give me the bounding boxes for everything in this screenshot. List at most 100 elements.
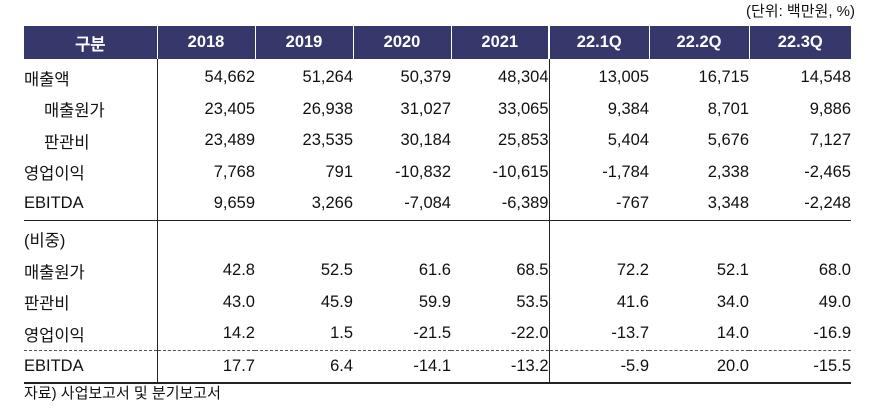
- table-cell: 41.6: [616, 292, 649, 311]
- row-label: (비중): [24, 220, 158, 255]
- table-cell: 23,405: [204, 99, 255, 118]
- table-cell: 7,127: [809, 131, 851, 150]
- row-label: 영업이익: [24, 318, 158, 351]
- table-cell: 52.1: [716, 261, 749, 280]
- table-cell: [749, 220, 851, 255]
- table-row: 영업이익 7,768 791 -10,832 -10,615 -1,784 2,…: [24, 156, 851, 188]
- table-cell: -767: [549, 188, 649, 221]
- table-cell: 53.5: [451, 286, 550, 318]
- header-year: 2020: [353, 26, 452, 59]
- table-cell: [353, 220, 451, 255]
- header-row: 구분 2018 2019 2020 2021 22.1Q 22.2Q 22.3Q: [24, 26, 851, 59]
- table-row: 판관비 23,489 23,535 30,184 25,853 5,404 5,…: [24, 125, 851, 157]
- table-cell: 7,768: [213, 162, 255, 181]
- table-cell: 16,715: [698, 68, 749, 87]
- table-row: 판관비 43.0 45.9 59.9 53.5 41.6 34.0 49.0: [24, 286, 851, 318]
- table-cell: 791: [325, 162, 353, 181]
- table-cell: -15.5: [749, 350, 851, 384]
- header-year: 2019: [255, 26, 354, 59]
- table-row: 매출원가 42.8 52.5 61.6 68.5 72.2 52.1 68.0: [24, 255, 851, 287]
- table-cell: 52.5: [320, 261, 353, 280]
- table-cell: 68.5: [451, 255, 550, 287]
- table-cell: 54,662: [204, 68, 255, 87]
- table-cell: 26,938: [302, 99, 353, 118]
- header-category: 구분: [24, 26, 158, 59]
- table-cell: 2,338: [707, 162, 749, 181]
- table-cell: -13.7: [549, 318, 649, 351]
- table-cell: 20.0: [649, 350, 749, 384]
- table-cell: 3,348: [649, 188, 749, 221]
- table-cell: 5,404: [607, 131, 649, 150]
- table-cell: -5.9: [549, 350, 649, 384]
- table-cell: -16.9: [749, 318, 851, 351]
- table-cell: 48,304: [451, 59, 550, 94]
- table-cell: [451, 220, 550, 255]
- table-row: EBITDA 9,659 3,266 -7,084 -6,389 -767 3,…: [24, 188, 851, 221]
- table-cell: 14.2: [157, 318, 255, 351]
- header-year: 2021: [451, 26, 550, 59]
- table-cell: -21.5: [353, 318, 451, 351]
- table-cell: 50,379: [400, 68, 451, 87]
- table-cell: 51,264: [302, 68, 353, 87]
- table-row: (비중): [24, 220, 851, 255]
- table-cell: 14.0: [649, 318, 749, 351]
- table-cell: 72.2: [616, 261, 649, 280]
- row-label: EBITDA: [24, 188, 158, 221]
- table-cell: -22.0: [451, 318, 550, 351]
- row-label: EBITDA: [24, 350, 158, 384]
- table-cell: 6.4: [255, 350, 353, 384]
- table-row: EBITDA 17.7 6.4 -14.1 -13.2 -5.9 20.0 -1…: [24, 350, 851, 384]
- table-cell: 5,676: [707, 131, 749, 150]
- table-cell: 25,853: [451, 125, 550, 157]
- unit-note: (단위: 백만원, %): [746, 3, 855, 20]
- table-cell: -2,465: [804, 162, 851, 181]
- row-label: 판관비: [24, 125, 158, 157]
- table-cell: 33,065: [451, 93, 550, 125]
- header-quarter: 22.3Q: [749, 26, 851, 59]
- table-cell: 14,548: [800, 68, 851, 87]
- table-cell: [549, 220, 649, 255]
- table-cell: -10,832: [395, 162, 451, 181]
- table-cell: 49.0: [818, 292, 851, 311]
- row-label: 매출원가: [24, 93, 158, 125]
- financial-table: 구분 2018 2019 2020 2021 22.1Q 22.2Q 22.3Q…: [24, 26, 851, 384]
- table-cell: [649, 220, 749, 255]
- table-row: 매출원가 23,405 26,938 31,027 33,065 9,384 8…: [24, 93, 851, 125]
- table-cell: -2,248: [749, 188, 851, 221]
- table-cell: 9,886: [809, 99, 851, 118]
- table-cell: 61.6: [418, 261, 451, 280]
- row-label: 매출액: [24, 59, 158, 94]
- table-cell: 42.8: [222, 261, 255, 280]
- table-cell: -7,084: [353, 188, 451, 221]
- table-cell: -10,615: [451, 156, 550, 188]
- table-cell: -6,389: [451, 188, 550, 221]
- header-quarter: 22.2Q: [649, 26, 750, 59]
- table-cell: 45.9: [320, 292, 353, 311]
- header-quarter: 22.1Q: [549, 26, 650, 59]
- table-cell: 13,005: [598, 68, 649, 87]
- table-cell: 1.5: [255, 318, 353, 351]
- table-cell: 68.0: [818, 261, 851, 280]
- table-cell: 23,535: [302, 131, 353, 150]
- table-cell: 59.9: [418, 292, 451, 311]
- table-cell: 34.0: [716, 292, 749, 311]
- table-cell: 31,027: [400, 99, 451, 118]
- table-cell: 23,489: [204, 131, 255, 150]
- header-year: 2018: [157, 26, 256, 59]
- table-row: 매출액 54,662 51,264 50,379 48,304 13,005 1…: [24, 59, 851, 94]
- table-cell: 8,701: [707, 99, 749, 118]
- table-cell: [157, 220, 255, 255]
- row-label: 영업이익: [24, 156, 158, 188]
- table-cell: 9,659: [157, 188, 255, 221]
- table-cell: -13.2: [451, 350, 550, 384]
- table-cell: [255, 220, 353, 255]
- table-cell: 30,184: [400, 131, 451, 150]
- row-label: 판관비: [24, 286, 158, 318]
- source-note: 자료) 사업보고서 및 분기보고서: [24, 385, 221, 402]
- table-cell: 3,266: [255, 188, 353, 221]
- table-cell: 17.7: [157, 350, 255, 384]
- table-cell: 43.0: [222, 292, 255, 311]
- table-cell: 9,384: [607, 99, 649, 118]
- row-label: 매출원가: [24, 255, 158, 287]
- table-cell: -14.1: [353, 350, 451, 384]
